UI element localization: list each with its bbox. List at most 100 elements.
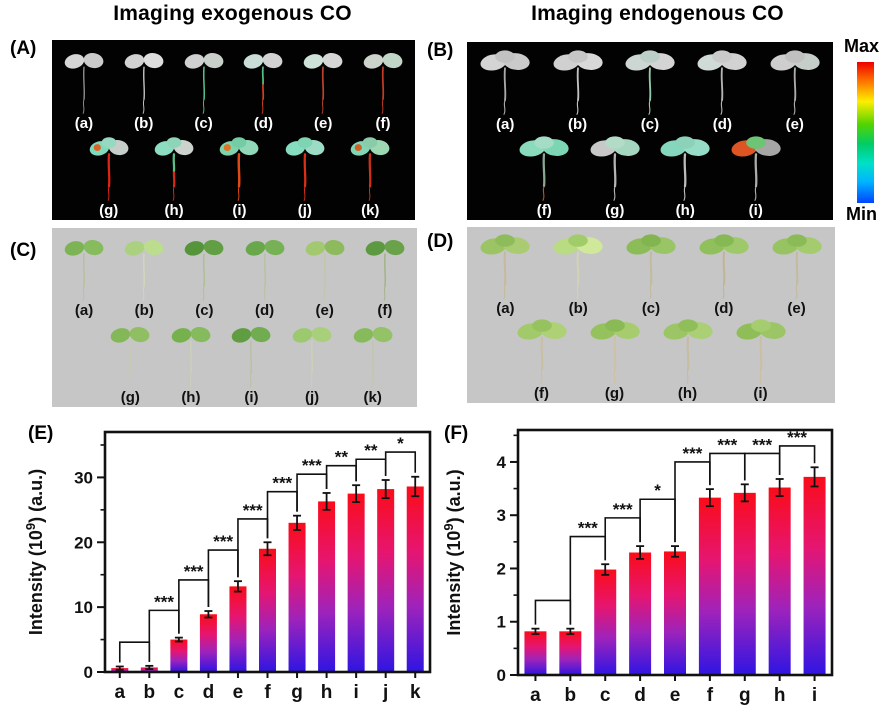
svg-text:0: 0 bbox=[84, 663, 93, 682]
plant-label: (k) bbox=[363, 389, 382, 406]
plant-item: (c) bbox=[619, 49, 681, 132]
seedling-image bbox=[553, 233, 603, 299]
plant-label: (e) bbox=[785, 115, 804, 133]
seedling-image bbox=[64, 239, 104, 301]
plant-item: (g) bbox=[83, 136, 135, 218]
plant-item: (h) bbox=[165, 323, 217, 405]
panel-a-letter: (A) bbox=[10, 38, 37, 59]
seedling-image bbox=[111, 326, 150, 388]
svg-text:***: *** bbox=[787, 428, 807, 447]
seedling-image bbox=[353, 326, 393, 388]
svg-text:e: e bbox=[233, 682, 244, 703]
plant-row: (a) (b) (c) (d) (e) (f) bbox=[54, 231, 415, 318]
plant-row: (g) (h) (i) (j) (k) bbox=[54, 131, 413, 219]
svg-text:g: g bbox=[291, 682, 303, 703]
plant-item: (g) bbox=[584, 136, 646, 218]
plant-label: (b) bbox=[134, 302, 154, 319]
svg-text:2: 2 bbox=[497, 559, 506, 578]
plant-row: (a) (b) (c) (d) (e) (f) bbox=[54, 43, 413, 131]
svg-text:d: d bbox=[203, 682, 215, 703]
plant-label: (i) bbox=[748, 202, 763, 219]
seedling-image bbox=[736, 319, 786, 384]
chart-f: *** *** * *** *** *** *** 0 1 2 3 4 a b c d e f g h i Intensi… bbox=[440, 420, 855, 712]
plant-item: (a) bbox=[58, 49, 110, 131]
svg-text:3: 3 bbox=[497, 506, 506, 525]
svg-text:f: f bbox=[264, 682, 271, 703]
svg-text:a: a bbox=[530, 685, 541, 706]
plant-label: (b) bbox=[134, 114, 154, 132]
plant-label: (d) bbox=[254, 302, 275, 319]
title-endogenous: Imaging endogenous CO bbox=[531, 2, 784, 25]
svg-text:j: j bbox=[382, 682, 388, 703]
svg-text:***: *** bbox=[717, 435, 737, 454]
plant-label: (c) bbox=[195, 302, 214, 319]
seedling-image bbox=[64, 52, 104, 114]
seedling-image bbox=[244, 52, 283, 114]
title-exogenous: Imaging exogenous CO bbox=[113, 2, 352, 25]
svg-text:c: c bbox=[174, 682, 185, 703]
plant-label: (i) bbox=[753, 385, 768, 402]
plant-item: (c) bbox=[620, 233, 682, 317]
seedling-image bbox=[185, 239, 224, 301]
seedling-image bbox=[292, 326, 332, 388]
seedling-image bbox=[699, 233, 749, 299]
plant-item: (a) bbox=[474, 233, 536, 316]
svg-text:e: e bbox=[670, 685, 681, 706]
svg-text:30: 30 bbox=[74, 468, 93, 487]
svg-text:***: *** bbox=[752, 435, 772, 454]
plant-label: (c) bbox=[641, 299, 661, 317]
seedling-image bbox=[660, 136, 710, 201]
seedling-image bbox=[697, 49, 747, 115]
plant-label: (f) bbox=[536, 202, 552, 219]
plant-item: (d) bbox=[691, 49, 753, 132]
plant-label: (a) bbox=[74, 114, 94, 132]
svg-text:**: ** bbox=[364, 441, 378, 460]
plant-label: (h) bbox=[675, 202, 695, 219]
svg-text:4: 4 bbox=[497, 453, 507, 472]
svg-text:f: f bbox=[707, 685, 714, 706]
seedling-image bbox=[245, 239, 284, 301]
plant-item: (j) bbox=[286, 323, 338, 405]
seedling-image bbox=[365, 239, 405, 301]
seedling-image bbox=[154, 137, 194, 201]
seedling-image bbox=[305, 239, 345, 301]
plant-row: (g) (h) (i) (j) (k) bbox=[54, 318, 415, 405]
plant-label: (c) bbox=[194, 114, 213, 132]
seedling-image bbox=[590, 319, 640, 384]
svg-text:b: b bbox=[565, 685, 577, 706]
svg-text:i: i bbox=[812, 685, 817, 706]
plant-item: (f) bbox=[511, 319, 573, 401]
panel-d-plants: (a) (b) (c) (d) (e) (f) (g) (h) (i) bbox=[467, 227, 835, 403]
plant-label: (f) bbox=[377, 302, 393, 319]
svg-text:***: *** bbox=[213, 532, 233, 551]
plant-label: (f) bbox=[534, 385, 549, 402]
seedling-image bbox=[303, 52, 343, 114]
plant-item: (e) bbox=[299, 236, 351, 318]
plant-label: (i) bbox=[232, 202, 247, 219]
svg-text:***: *** bbox=[243, 501, 263, 520]
plant-item: (i) bbox=[225, 323, 277, 405]
seedling-image bbox=[770, 49, 820, 115]
plant-label: (k) bbox=[361, 202, 380, 219]
plant-item: (h) bbox=[148, 136, 200, 218]
plant-label: (j) bbox=[297, 202, 312, 219]
panel-f-letter: (F) bbox=[444, 423, 469, 444]
plant-item: (k) bbox=[347, 323, 399, 405]
svg-text:h: h bbox=[774, 685, 786, 706]
plant-label: (a) bbox=[496, 115, 515, 133]
plant-label: (a) bbox=[74, 302, 94, 319]
svg-text:*: * bbox=[654, 481, 661, 500]
panel-e-letter: (E) bbox=[28, 423, 54, 444]
svg-text:g: g bbox=[739, 685, 751, 706]
plant-item: (d) bbox=[237, 49, 289, 131]
panel-c-letter: (C) bbox=[10, 240, 37, 261]
plant-item: (a) bbox=[58, 236, 110, 318]
plant-label: (e) bbox=[787, 299, 806, 317]
plant-label: (g) bbox=[120, 389, 140, 406]
seedling-image bbox=[171, 326, 211, 388]
svg-text:d: d bbox=[634, 685, 646, 706]
seedling-image bbox=[124, 239, 164, 301]
panel-c-plants: (a) (b) (c) (d) (e) (f) (g) (h) (i) (j) (k) bbox=[52, 228, 417, 407]
plant-label: (b) bbox=[568, 115, 588, 133]
